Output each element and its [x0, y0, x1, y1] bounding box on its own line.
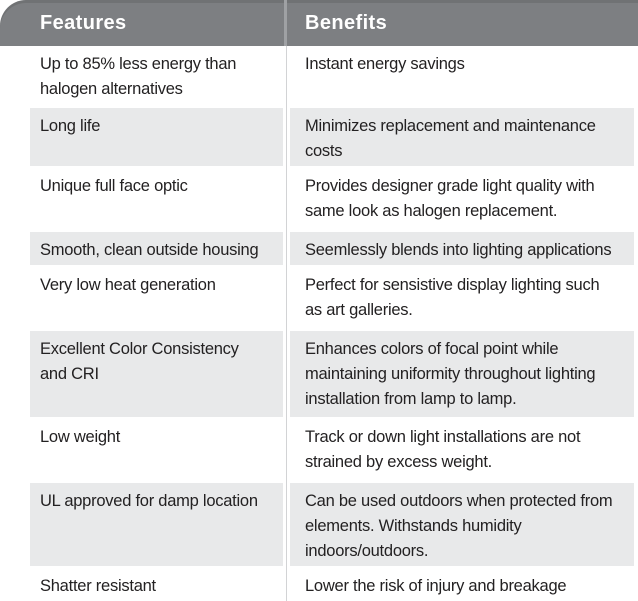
- header-cell-features: Features: [40, 11, 127, 34]
- column-divider: [283, 481, 290, 568]
- table-row: Long life Minimizes replacement and main…: [0, 106, 638, 168]
- feature-cell: Low weight: [40, 428, 121, 446]
- feature-cell: Unique full face optic: [40, 177, 188, 195]
- column-divider: [283, 568, 290, 601]
- benefit-cell: Minimizes replacement and maintenance co…: [290, 106, 634, 168]
- table-row: Smooth, clean outside housing Seemlessly…: [0, 230, 638, 267]
- table-header: Features Benefits: [0, 0, 638, 46]
- column-divider: [283, 106, 290, 168]
- column-divider: [283, 329, 290, 419]
- feature-cell: Shatter resistant: [40, 577, 156, 595]
- column-divider: [283, 46, 290, 106]
- table-row: Shatter resistant Lower the risk of inju…: [0, 568, 638, 601]
- benefit-cell: Seemlessly blends into lighting applicat…: [290, 230, 634, 267]
- table-row: Unique full face optic Provides designer…: [0, 168, 638, 230]
- table-row: UL approved for damp location Can be use…: [0, 481, 638, 568]
- table-row: Low weight Track or down light installat…: [0, 419, 638, 481]
- feature-cell: Very low heat generation: [40, 276, 216, 294]
- table-row: Excellent Color Consistency and CRI Enha…: [0, 329, 638, 419]
- benefit-cell: Instant energy savings: [305, 55, 465, 73]
- table-row: Up to 85% less energy than halogen alter…: [0, 46, 638, 106]
- table-row: Very low heat generation Perfect for sen…: [0, 267, 638, 329]
- benefit-cell: Enhances colors of focal point while mai…: [290, 329, 634, 419]
- feature-cell: Excellent Color Consistency and CRI: [30, 329, 283, 419]
- table-body: Up to 85% less energy than halogen alter…: [0, 46, 638, 601]
- benefit-cell: Can be used outdoors when protected from…: [290, 481, 634, 568]
- benefit-cell: Perfect for sensistive display lighting …: [305, 276, 600, 319]
- benefit-cell: Lower the risk of injury and breakage: [305, 577, 567, 595]
- header-cell-benefits: Benefits: [305, 11, 388, 34]
- feature-cell: UL approved for damp location: [30, 481, 283, 568]
- feature-cell: Smooth, clean outside housing: [30, 230, 283, 267]
- column-divider: [283, 168, 290, 230]
- column-divider: [283, 230, 290, 267]
- feature-cell: Up to 85% less energy than halogen alter…: [40, 55, 237, 98]
- feature-cell: Long life: [30, 106, 283, 168]
- column-divider: [283, 267, 290, 329]
- header-column-divider: [284, 0, 287, 46]
- benefit-cell: Track or down light installations are no…: [305, 428, 581, 471]
- benefit-cell: Provides designer grade light quality wi…: [305, 177, 595, 220]
- column-divider: [283, 419, 290, 481]
